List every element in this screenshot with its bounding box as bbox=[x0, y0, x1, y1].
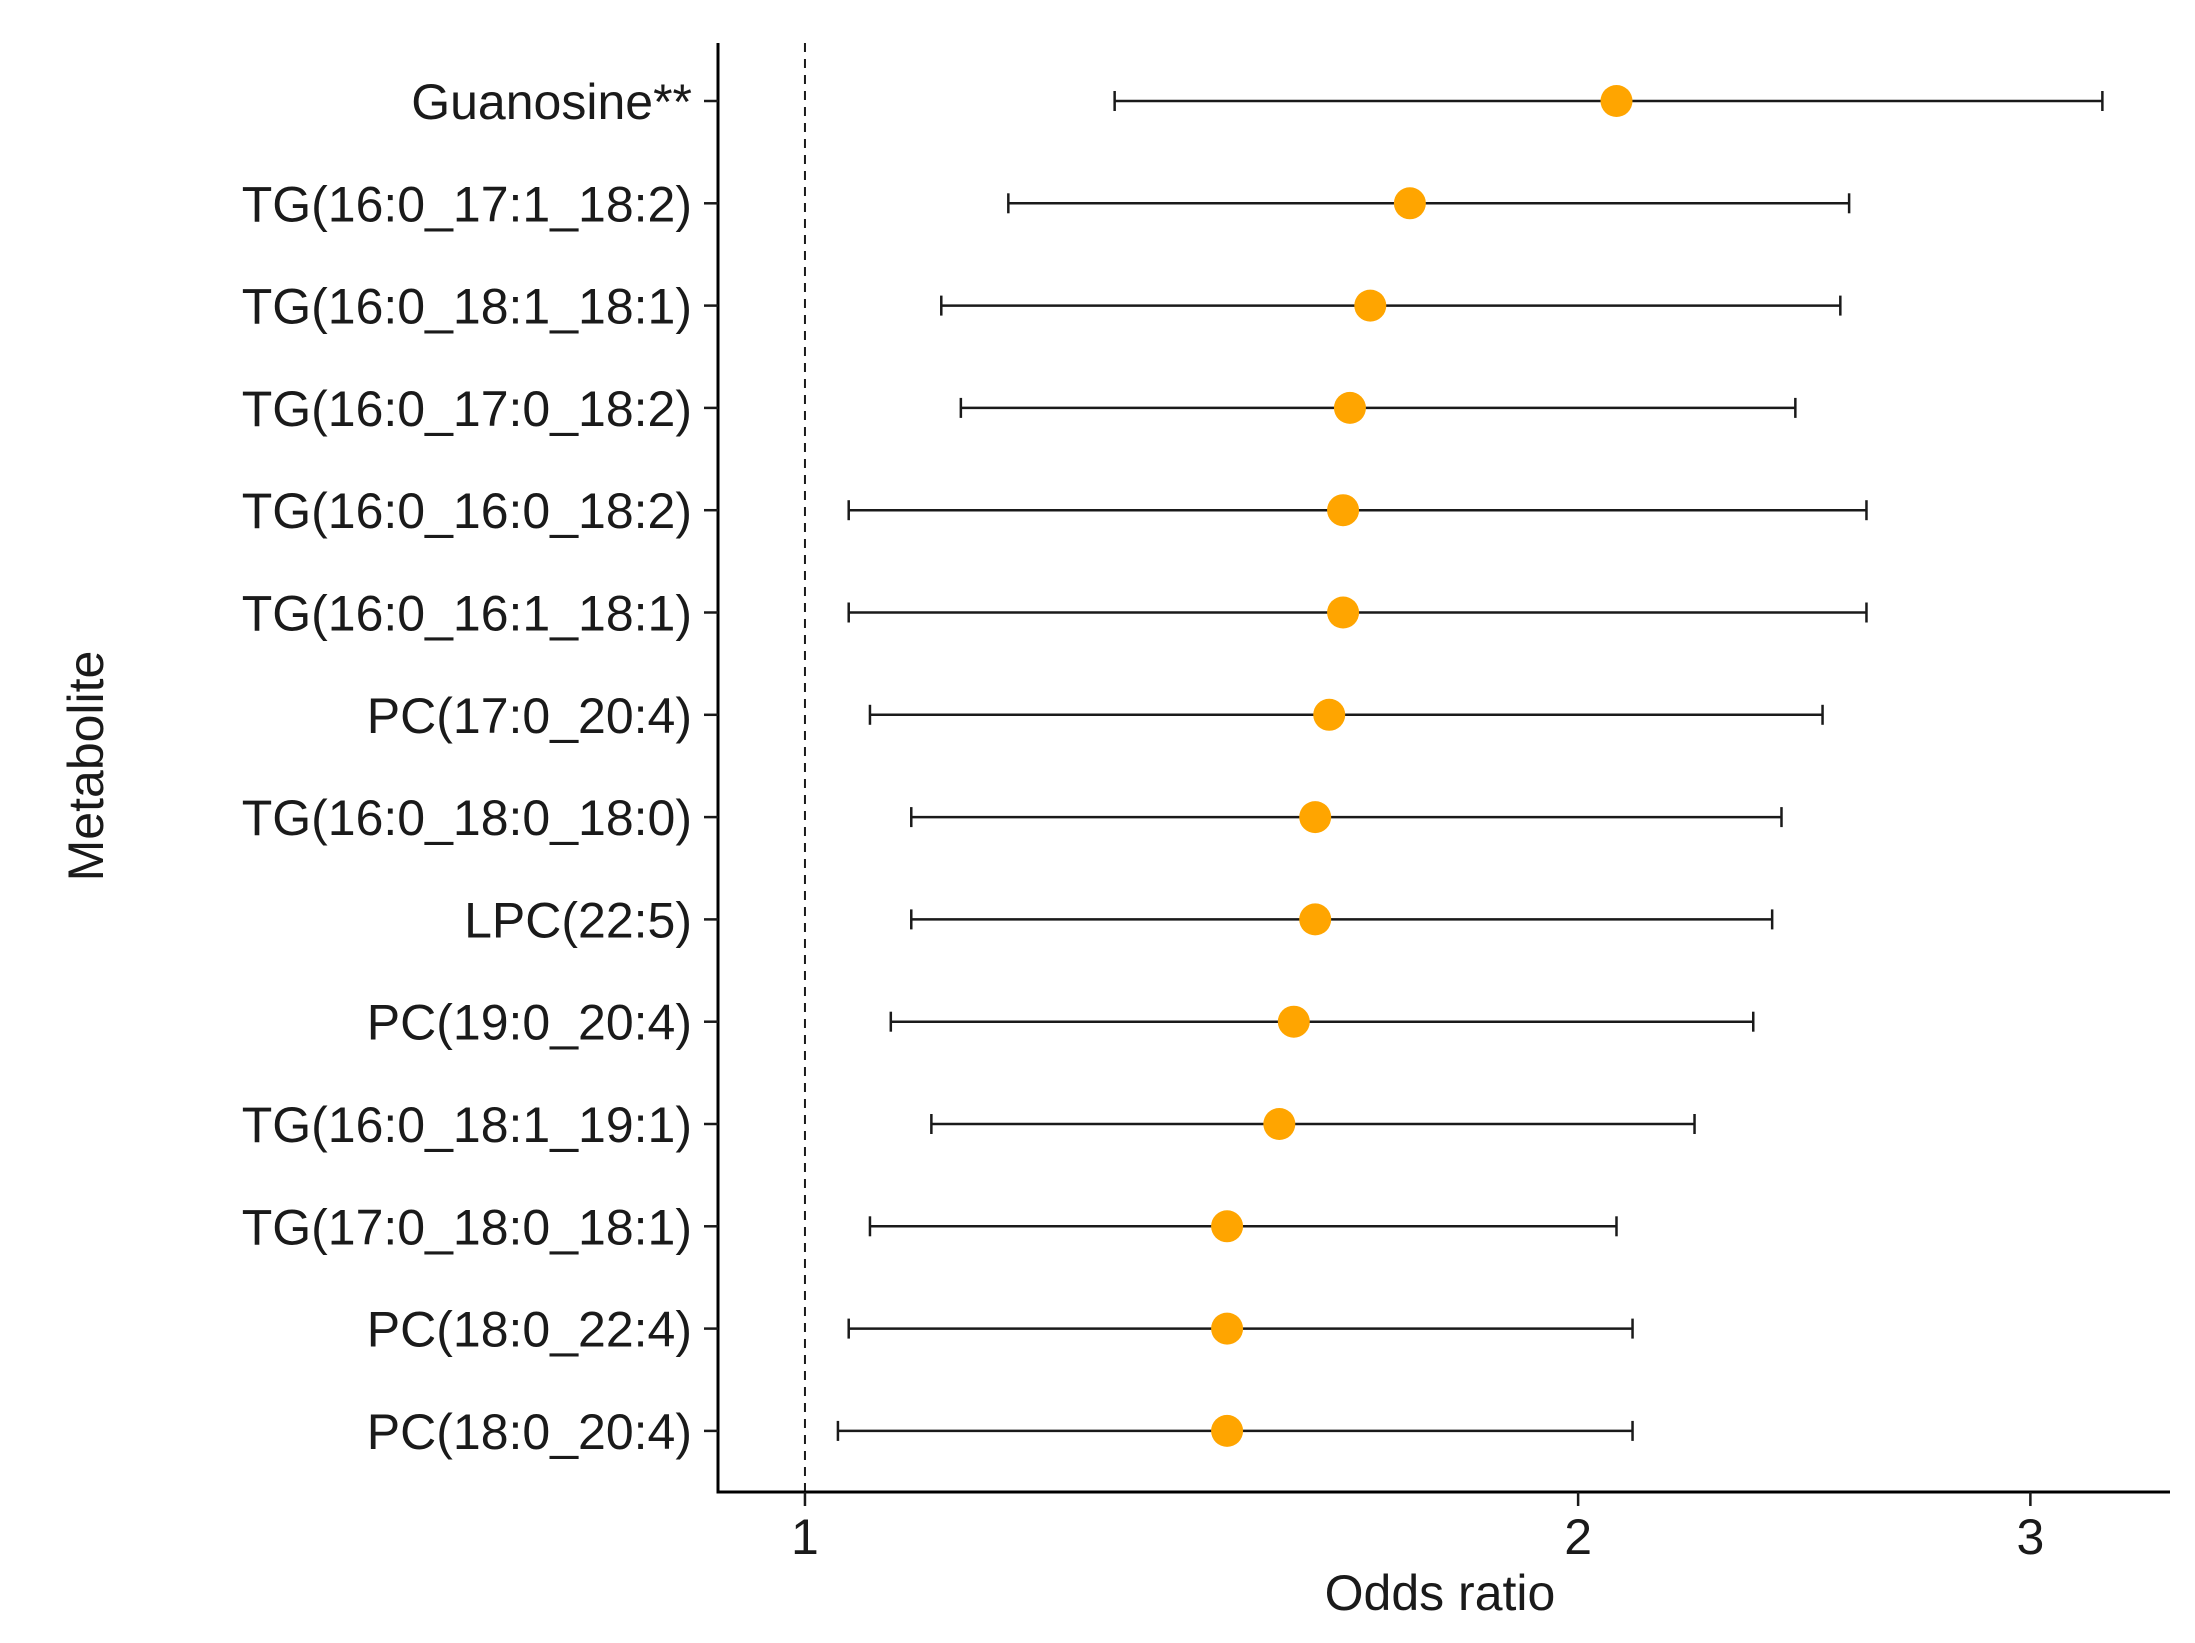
y-tick-label: TG(16:0_16:0_18:2) bbox=[242, 483, 692, 539]
x-axis-title: Odds ratio bbox=[1325, 1565, 1556, 1621]
forest-row: PC(18:0_22:4) bbox=[367, 1302, 1634, 1358]
x-tick-label: 2 bbox=[1564, 1509, 1592, 1565]
forest-row: Guanosine** bbox=[411, 74, 2104, 130]
odds-ratio-point bbox=[1600, 85, 1633, 117]
y-tick-label: TG(16:0_17:0_18:2) bbox=[242, 381, 692, 437]
y-tick-label: TG(16:0_18:1_18:1) bbox=[242, 279, 692, 335]
y-tick-label: TG(16:0_18:0_18:0) bbox=[242, 790, 692, 846]
y-tick-label: PC(18:0_20:4) bbox=[367, 1404, 692, 1460]
odds-ratio-point bbox=[1211, 1210, 1244, 1243]
y-tick-label: PC(17:0_20:4) bbox=[367, 688, 692, 744]
odds-ratio-point bbox=[1299, 903, 1332, 936]
y-tick-label: Guanosine** bbox=[411, 74, 692, 130]
forest-row: TG(16:0_18:1_19:1) bbox=[242, 1097, 1696, 1153]
x-tick-label: 1 bbox=[791, 1509, 819, 1565]
odds-ratio-point bbox=[1393, 187, 1426, 220]
odds-ratio-point bbox=[1327, 494, 1360, 527]
forest-row: TG(16:0_17:1_18:2) bbox=[242, 176, 1851, 232]
forest-row: PC(17:0_20:4) bbox=[367, 688, 1824, 744]
forest-row: PC(18:0_20:4) bbox=[367, 1404, 1634, 1460]
odds-ratio-point bbox=[1211, 1312, 1244, 1345]
odds-ratio-point bbox=[1333, 391, 1366, 424]
odds-ratio-point bbox=[1263, 1108, 1296, 1140]
forest-row: TG(16:0_17:0_18:2) bbox=[242, 381, 1797, 437]
odds-ratio-point bbox=[1211, 1414, 1244, 1447]
y-tick-label: TG(16:0_18:1_19:1) bbox=[242, 1097, 692, 1153]
forest-row: LPC(22:5) bbox=[464, 892, 1774, 948]
forest-row: TG(16:0_18:0_18:0) bbox=[242, 790, 1783, 846]
odds-ratio-point bbox=[1277, 1005, 1310, 1038]
y-tick-label: TG(17:0_18:0_18:1) bbox=[242, 1199, 692, 1255]
forest-row: TG(16:0_16:1_18:1) bbox=[242, 586, 1868, 642]
forest-row: TG(16:0_16:0_18:2) bbox=[242, 483, 1868, 539]
axes-group bbox=[716, 43, 2170, 1494]
rows-group: Guanosine** TG(16:0_17:1_18:2) TG(16:0_18:… bbox=[242, 74, 2104, 1460]
y-tick-label: PC(18:0_22:4) bbox=[367, 1302, 692, 1358]
y-tick-label: TG(16:0_16:1_18:1) bbox=[242, 586, 692, 642]
x-ticks-group: 1 2 3 bbox=[791, 1492, 2044, 1565]
odds-ratio-point bbox=[1327, 596, 1360, 629]
forest-row: TG(17:0_18:0_18:1) bbox=[242, 1199, 1618, 1255]
odds-ratio-point bbox=[1299, 801, 1332, 834]
y-axis-title: Metabolite bbox=[58, 651, 114, 882]
y-tick-label: PC(19:0_20:4) bbox=[367, 995, 692, 1051]
y-tick-label: LPC(22:5) bbox=[464, 892, 692, 948]
odds-ratio-point bbox=[1313, 698, 1346, 731]
odds-ratio-point bbox=[1354, 289, 1387, 322]
x-tick-label: 3 bbox=[2016, 1509, 2044, 1565]
forest-row: TG(16:0_18:1_18:1) bbox=[242, 279, 1842, 335]
y-tick-label: TG(16:0_17:1_18:2) bbox=[242, 176, 692, 232]
forest-row: PC(19:0_20:4) bbox=[367, 995, 1755, 1051]
